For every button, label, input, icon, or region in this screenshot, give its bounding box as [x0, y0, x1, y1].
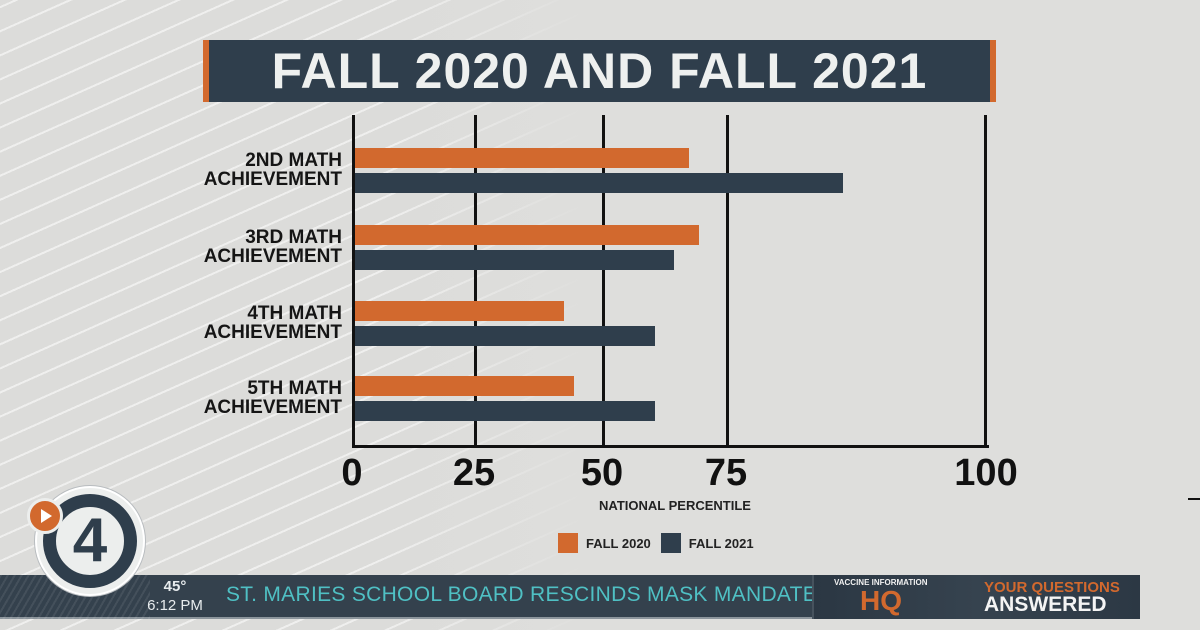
- station-logo: 4: [27, 486, 145, 596]
- x-tick-100: 100: [954, 452, 1018, 494]
- x-axis-label: NATIONAL PERCENTILE: [599, 498, 751, 513]
- bar-fall-2021-5th: [355, 401, 655, 421]
- legend-label-fall-2020: FALL 2020: [586, 535, 651, 551]
- temperature: 45°: [163, 578, 187, 595]
- category-label: 5TH MATH ACHIEVEMENT: [203, 378, 342, 418]
- x-tick-0: 0: [341, 452, 363, 494]
- bar-fall-2021-2th: [355, 173, 843, 193]
- ticker-headline: ST. MARIES SCHOOL BOARD RESCINDS MASK MA…: [226, 583, 818, 606]
- x-tick-50: 50: [580, 452, 624, 494]
- play-icon: [27, 498, 63, 534]
- x-tick-25: 25: [452, 452, 496, 494]
- category-label: 3RD MATH ACHIEVEMENT: [203, 227, 342, 267]
- x-tick-75: 75: [704, 452, 748, 494]
- bar-fall-2020-3th: [355, 225, 700, 245]
- bar-fall-2020-4th: [355, 301, 565, 321]
- y-axis-line: [352, 115, 355, 448]
- clock-time: 6:12 PM: [147, 597, 203, 614]
- promo-subtitle: VACCINE INFORMATION: [834, 578, 928, 587]
- legend: FALL 2020 FALL 2021: [558, 533, 764, 553]
- bar-fall-2020-5th: [355, 376, 575, 396]
- bar-fall-2021-4th: [355, 326, 655, 346]
- legend-swatch-fall-2020: [558, 533, 578, 553]
- channel-number: 4: [72, 506, 108, 575]
- weather-time: 45° 6:12 PM: [145, 577, 205, 616]
- category-label: 2ND MATH ACHIEVEMENT: [203, 150, 342, 190]
- vaccine-hq-promo: VACCINE INFORMATION HQ YOUR QUESTIONS AN…: [812, 575, 1140, 619]
- gridline-50: [602, 115, 605, 448]
- bar-fall-2021-3th: [355, 250, 675, 270]
- bar-fall-2020-2th: [355, 148, 690, 168]
- category-label: 4TH MATH ACHIEVEMENT: [203, 303, 342, 343]
- gridline-75: [726, 115, 729, 448]
- edge-marker: [1188, 498, 1200, 500]
- legend-swatch-fall-2021: [660, 533, 681, 553]
- promo-line-2: ANSWERED: [984, 593, 1107, 616]
- news-ticker: 45° 6:12 PM ST. MARIES SCHOOL BOARD RESC…: [0, 575, 1140, 619]
- promo-hq-logo: HQ: [860, 585, 902, 616]
- legend-label-fall-2021: FALL 2021: [688, 535, 754, 551]
- chart-title: FALL 2020 AND FALL 2021: [203, 40, 996, 102]
- promo-line-1: YOUR QUESTIONS: [984, 579, 1120, 596]
- bar-chart-plot-area: [352, 115, 989, 448]
- gridline-25: [474, 115, 477, 448]
- x-axis-line: [352, 445, 989, 448]
- gridline-100: [984, 115, 987, 448]
